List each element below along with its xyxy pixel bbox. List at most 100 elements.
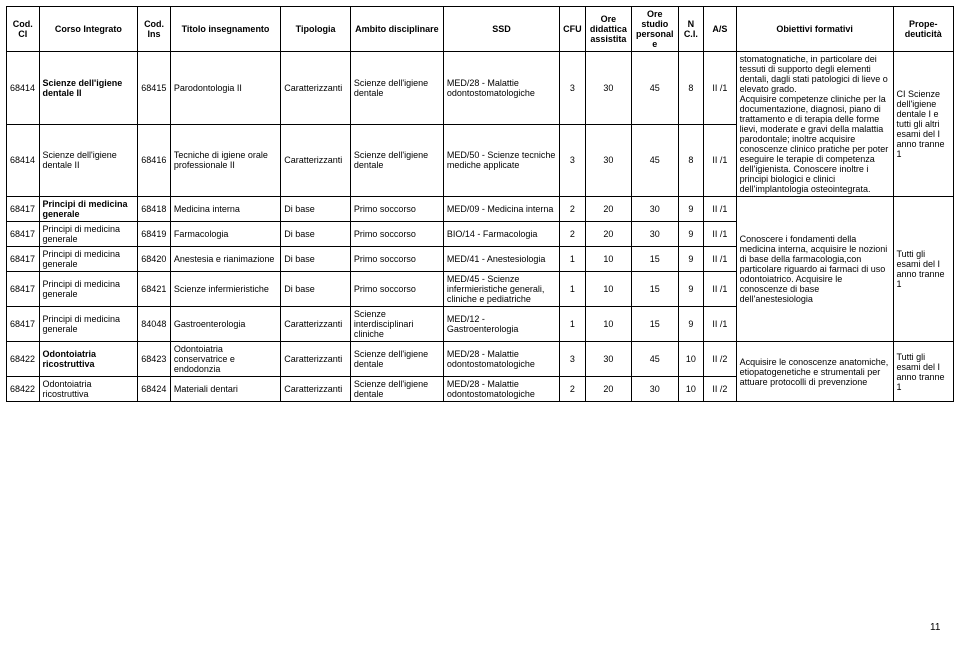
table-header: Cod. CI Corso Integrato Cod. Ins Titolo …: [7, 7, 954, 52]
cell-nci: 9: [678, 307, 704, 342]
cell-corso: Principi di medicina generale: [39, 247, 138, 272]
cell-ore-stu: 15: [632, 247, 678, 272]
cell-ore-stu: 30: [632, 377, 678, 402]
cell-ore-stu: 45: [632, 124, 678, 197]
cell-cod-ins: 68419: [138, 222, 171, 247]
cell-as: II /1: [704, 307, 737, 342]
cell-cfu: 2: [560, 377, 586, 402]
cell-titolo: Farmacologia: [170, 222, 280, 247]
cell-ssd: BIO/14 - Farmacologia: [443, 222, 559, 247]
cell-tipologia: Di base: [281, 222, 351, 247]
cell-nci: 8: [678, 124, 704, 197]
table-row: 68414 Scienze dell'igiene dentale II 684…: [7, 52, 954, 125]
cell-as: II /1: [704, 124, 737, 197]
cell-ssd: MED/28 - Malattie odontostomatologiche: [443, 377, 559, 402]
cell-tipologia: Caratterizzanti: [281, 377, 351, 402]
cell-cod-ci: 68414: [7, 52, 40, 125]
cell-ambito: Primo soccorso: [350, 222, 443, 247]
cell-ssd: MED/41 - Anestesiologia: [443, 247, 559, 272]
cell-titolo: Gastroenterologia: [170, 307, 280, 342]
cell-tipologia: Caratterizzanti: [281, 124, 351, 197]
table-row: 68417 Principi di medicina generale 6841…: [7, 197, 954, 222]
cell-corso: Odontoiatria ricostruttiva: [39, 377, 138, 402]
cell-ssd: MED/09 - Medicina interna: [443, 197, 559, 222]
cell-ambito: Scienze dell'igiene dentale: [350, 377, 443, 402]
cell-cfu: 2: [560, 197, 586, 222]
cell-ore-stu: 45: [632, 52, 678, 125]
cell-corso: Principi di medicina generale: [39, 222, 138, 247]
cell-ambito: Primo soccorso: [350, 272, 443, 307]
cell-cod-ins: 68421: [138, 272, 171, 307]
cell-ore-did: 20: [585, 377, 631, 402]
cell-ore-stu: 15: [632, 272, 678, 307]
cell-ssd: MED/45 - Scienze infermieristiche genera…: [443, 272, 559, 307]
cell-ore-did: 30: [585, 342, 631, 377]
cell-as: II /1: [704, 272, 737, 307]
cell-cod-ins: 84048: [138, 307, 171, 342]
col-ore-did: Ore didattica assistita: [585, 7, 631, 52]
cell-ore-did: 10: [585, 272, 631, 307]
cell-obiettivi: Conoscere i fondamenti della medicina in…: [736, 197, 893, 342]
cell-ore-did: 30: [585, 124, 631, 197]
cell-corso: Principi di medicina generale: [39, 272, 138, 307]
cell-ssd: MED/28 - Malattie odontostomatologiche: [443, 342, 559, 377]
col-cfu: CFU: [560, 7, 586, 52]
cell-cfu: 3: [560, 342, 586, 377]
cell-as: II /2: [704, 377, 737, 402]
col-ambito: Ambito disciplinare: [350, 7, 443, 52]
cell-as: II /1: [704, 197, 737, 222]
cell-cfu: 1: [560, 247, 586, 272]
cell-tipologia: Caratterizzanti: [281, 342, 351, 377]
cell-cfu: 1: [560, 307, 586, 342]
cell-cod-ci: 68417: [7, 197, 40, 222]
cell-nci: 9: [678, 272, 704, 307]
cell-titolo: Anestesia e rianimazione: [170, 247, 280, 272]
cell-prope: Tutti gli esami del I anno tranne 1: [893, 342, 954, 402]
cell-ore-did: 10: [585, 247, 631, 272]
cell-cod-ci: 68414: [7, 124, 40, 197]
page-number: 11: [930, 622, 940, 633]
cell-as: II /1: [704, 247, 737, 272]
cell-titolo: Medicina interna: [170, 197, 280, 222]
cell-corso: Scienze dell'igiene dentale II: [39, 124, 138, 197]
cell-titolo: Odontoiatria conservatrice e endodonzia: [170, 342, 280, 377]
col-titolo: Titolo insegnamento: [170, 7, 280, 52]
cell-ore-did: 20: [585, 222, 631, 247]
col-nci: N C.I.: [678, 7, 704, 52]
cell-ore-stu: 30: [632, 197, 678, 222]
cell-titolo: Scienze infermieristiche: [170, 272, 280, 307]
cell-ore-did: 30: [585, 52, 631, 125]
cell-cfu: 3: [560, 124, 586, 197]
cell-as: II /1: [704, 222, 737, 247]
cell-ore-stu: 30: [632, 222, 678, 247]
cell-prope: Tutti gli esami del I anno tranne 1: [893, 197, 954, 342]
cell-as: II /2: [704, 342, 737, 377]
cell-nci: 9: [678, 247, 704, 272]
cell-nci: 10: [678, 342, 704, 377]
cell-tipologia: Caratterizzanti: [281, 307, 351, 342]
cell-tipologia: Di base: [281, 247, 351, 272]
cell-ore-did: 20: [585, 197, 631, 222]
cell-cod-ins: 68418: [138, 197, 171, 222]
cell-ambito: Scienze dell'igiene dentale: [350, 52, 443, 125]
curriculum-table: Cod. CI Corso Integrato Cod. Ins Titolo …: [6, 6, 954, 402]
cell-cod-ins: 68423: [138, 342, 171, 377]
cell-cod-ins: 68424: [138, 377, 171, 402]
cell-cod-ci: 68417: [7, 307, 40, 342]
cell-as: II /1: [704, 52, 737, 125]
col-corso: Corso Integrato: [39, 7, 138, 52]
cell-nci: 9: [678, 222, 704, 247]
cell-ambito: Primo soccorso: [350, 247, 443, 272]
cell-ssd: MED/12 - Gastroenterologia: [443, 307, 559, 342]
cell-corso-bold: Odontoiatria ricostruttiva: [39, 342, 138, 377]
cell-ssd: MED/50 - Scienze tecniche mediche applic…: [443, 124, 559, 197]
cell-cod-ci: 68417: [7, 222, 40, 247]
cell-tipologia: Di base: [281, 197, 351, 222]
cell-cod-ins: 68420: [138, 247, 171, 272]
cell-ssd: MED/28 - Malattie odontostomatologiche: [443, 52, 559, 125]
cell-ambito: Scienze dell'igiene dentale: [350, 342, 443, 377]
cell-titolo: Materiali dentari: [170, 377, 280, 402]
cell-ore-stu: 15: [632, 307, 678, 342]
cell-ambito: Primo soccorso: [350, 197, 443, 222]
cell-cfu: 1: [560, 272, 586, 307]
